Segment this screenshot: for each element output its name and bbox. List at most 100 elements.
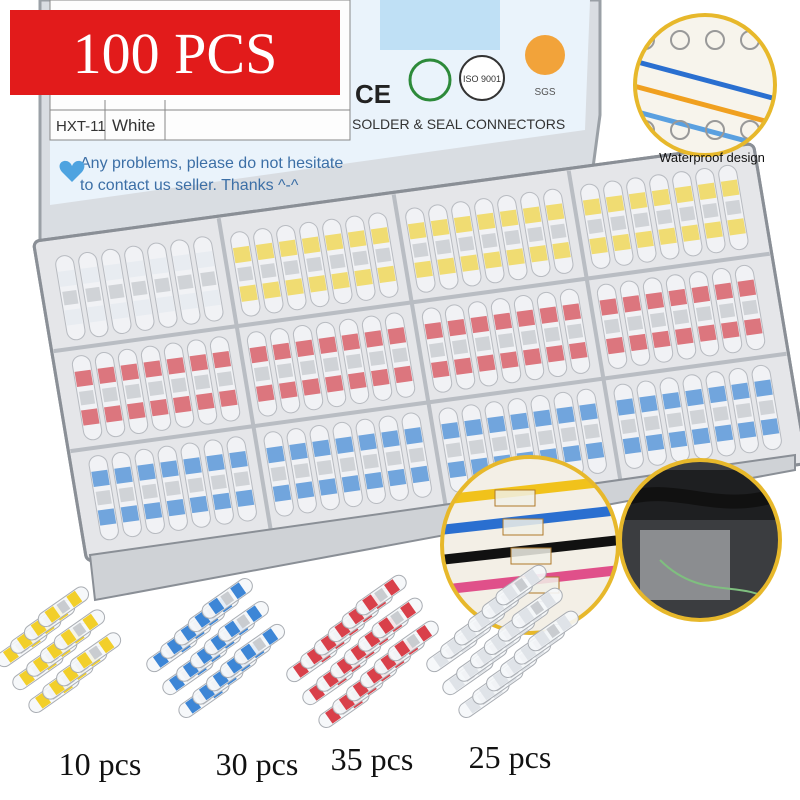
tube-band	[585, 441, 605, 460]
tube-band	[172, 254, 192, 272]
tube-band	[336, 657, 353, 675]
wire	[635, 57, 775, 103]
connector	[387, 620, 439, 662]
tube-band	[210, 634, 227, 651]
tube-band	[354, 268, 373, 287]
solder-ring	[164, 480, 181, 496]
connector	[338, 318, 370, 404]
tube-band	[622, 295, 642, 313]
tube-band	[441, 422, 460, 440]
tube-band	[289, 442, 308, 461]
cert-mark: CE	[355, 79, 391, 109]
heart-icon	[59, 160, 85, 182]
solder-ring	[514, 433, 531, 449]
tube-band	[266, 445, 285, 464]
solder-ring	[458, 236, 475, 252]
solder-ring	[514, 577, 529, 593]
connector	[180, 442, 211, 528]
tube-band	[460, 624, 477, 642]
connector	[368, 212, 399, 298]
kit-label: 35 pcs	[331, 741, 414, 777]
tube-band	[744, 318, 763, 336]
connector	[355, 418, 386, 504]
tube-band	[87, 305, 106, 323]
tube-band	[150, 398, 169, 417]
solder-ring	[85, 286, 102, 303]
tube-band	[470, 315, 490, 334]
tube-band	[224, 620, 241, 638]
connector	[513, 294, 545, 381]
tube-band	[358, 433, 377, 451]
tube-band	[731, 382, 750, 400]
solder-ring	[200, 271, 217, 287]
tube-band	[183, 457, 202, 475]
tube-band	[320, 634, 337, 652]
connector	[209, 336, 241, 422]
tube-band	[668, 288, 688, 307]
tube-band	[80, 266, 100, 284]
tube-band	[510, 412, 529, 431]
tube-band	[606, 336, 625, 355]
solder-ring	[233, 471, 250, 487]
tube-band	[334, 621, 351, 638]
tube-band	[32, 655, 49, 673]
tube-band	[104, 405, 123, 423]
connector	[69, 632, 122, 673]
connector	[230, 231, 261, 317]
connector	[751, 364, 782, 451]
solder-ring	[566, 323, 584, 339]
tube-band	[256, 384, 275, 402]
solder-ring	[718, 302, 736, 319]
tube-band	[262, 281, 281, 299]
tube-band	[127, 402, 146, 420]
connector	[332, 421, 363, 508]
solder-ring	[520, 329, 538, 346]
tube-band	[430, 218, 450, 237]
tube-band	[754, 379, 773, 397]
connector	[355, 574, 407, 616]
inset-waterproof: Waterproof design	[633, 13, 777, 165]
solder-ring	[435, 239, 452, 255]
tube-band	[318, 336, 338, 354]
kit	[286, 574, 439, 729]
connector	[672, 171, 703, 257]
solder-ring	[316, 459, 333, 476]
connector	[497, 194, 528, 281]
tube-band	[448, 674, 466, 691]
connector	[117, 348, 149, 435]
solder-ring	[445, 442, 462, 458]
solder-ring	[702, 202, 719, 219]
tube-band	[295, 481, 315, 499]
tube-band	[325, 707, 342, 724]
solder-ring	[345, 353, 363, 370]
divider	[391, 194, 449, 511]
solder-ring	[758, 399, 775, 416]
solder-ring	[329, 253, 346, 270]
solder-ring	[530, 600, 545, 616]
connector	[428, 204, 459, 290]
tube-band	[239, 284, 258, 302]
tube-band	[493, 312, 513, 331]
connector	[734, 264, 766, 351]
tube-band	[381, 430, 400, 448]
tube-band	[212, 350, 232, 369]
tube-band	[74, 369, 94, 388]
solder-ring	[497, 333, 515, 349]
tube-band	[166, 637, 183, 655]
connector-sleeve	[510, 547, 552, 565]
tube-band	[612, 233, 631, 252]
tube-band	[394, 640, 411, 657]
solder-ring	[293, 463, 310, 479]
solder-ring	[468, 439, 485, 455]
solder-ring	[78, 390, 96, 406]
tube-band	[431, 360, 450, 379]
tube-band	[504, 620, 521, 638]
solder-ring	[95, 490, 112, 506]
ring	[670, 30, 690, 50]
tube-band	[533, 409, 552, 427]
tube-band	[196, 647, 213, 665]
tube-band	[166, 498, 186, 517]
solder-ring	[72, 622, 87, 637]
tube-band	[348, 372, 367, 390]
connector	[203, 439, 234, 525]
